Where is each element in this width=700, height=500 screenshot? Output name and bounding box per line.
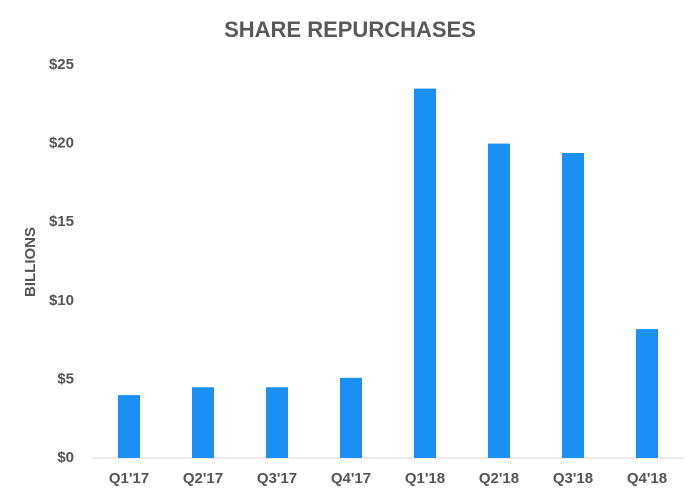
- bar: [414, 88, 436, 458]
- y-tick-label: $20: [49, 135, 74, 152]
- y-tick-label: $15: [49, 213, 74, 230]
- x-tick-label: Q2'17: [183, 470, 223, 487]
- y-tick-label: $10: [49, 292, 74, 309]
- y-tick-label: $0: [57, 449, 74, 466]
- bar: [562, 153, 584, 459]
- bar: [266, 387, 288, 458]
- x-tick-label: Q2'18: [479, 470, 519, 487]
- x-tick-label: Q1'17: [109, 470, 149, 487]
- y-axis-title: BILLIONS: [22, 227, 39, 297]
- x-tick-label: Q4'18: [627, 470, 667, 487]
- x-tick-label: Q1'18: [405, 470, 445, 487]
- y-tick-label: $5: [57, 370, 74, 387]
- bar: [488, 143, 510, 458]
- x-tick-label: Q3'18: [553, 470, 593, 487]
- x-tick-label: Q3'17: [257, 470, 297, 487]
- y-tick-label: $25: [49, 56, 74, 73]
- x-tick-label: Q4'17: [331, 470, 371, 487]
- bar: [118, 395, 140, 458]
- bar: [192, 387, 214, 458]
- chart-title: SHARE REPURCHASES: [224, 17, 476, 42]
- bar: [636, 329, 658, 458]
- bar: [340, 377, 362, 458]
